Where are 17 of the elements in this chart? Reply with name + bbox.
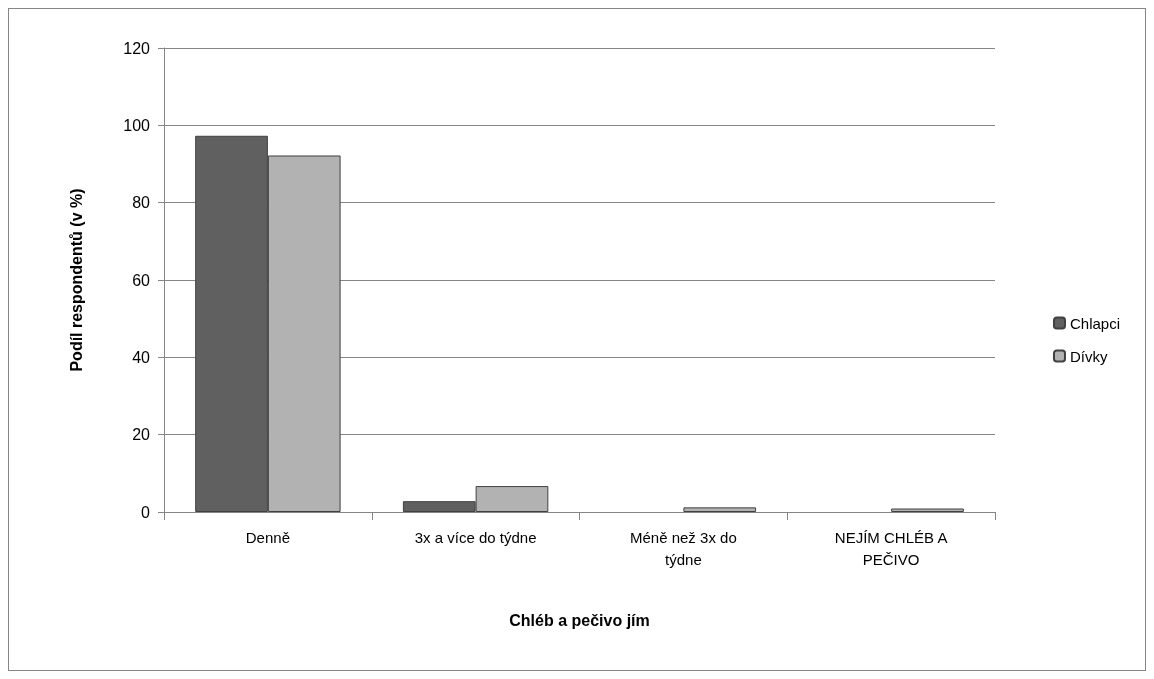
y-tick-label: 60 [132,271,151,289]
x-tick-label: NEJÍM CHLÉB A PEČIVO [834,528,948,568]
bar [683,507,757,512]
legend-label: Dívky [1069,347,1108,365]
x-tick-label: 3x a více do týdne [414,528,537,546]
bar [891,508,964,512]
y-tick-label: 20 [132,426,151,444]
y-tick-label: 40 [132,348,151,366]
x-axis-title: Chléb a pečivo jím [509,611,650,629]
y-tick-label: 0 [141,503,151,521]
legend-label: Chlapci [1069,314,1121,332]
x-tick-label: Méně než 3x do týdne [630,528,737,568]
y-tick-label: 120 [123,39,151,57]
y-axis-title: Podíl respondentů (v %) [67,188,85,372]
y-tick-label: 100 [123,116,151,134]
x-tick-label: Denně [245,528,290,546]
y-tick-label: 80 [132,194,151,212]
